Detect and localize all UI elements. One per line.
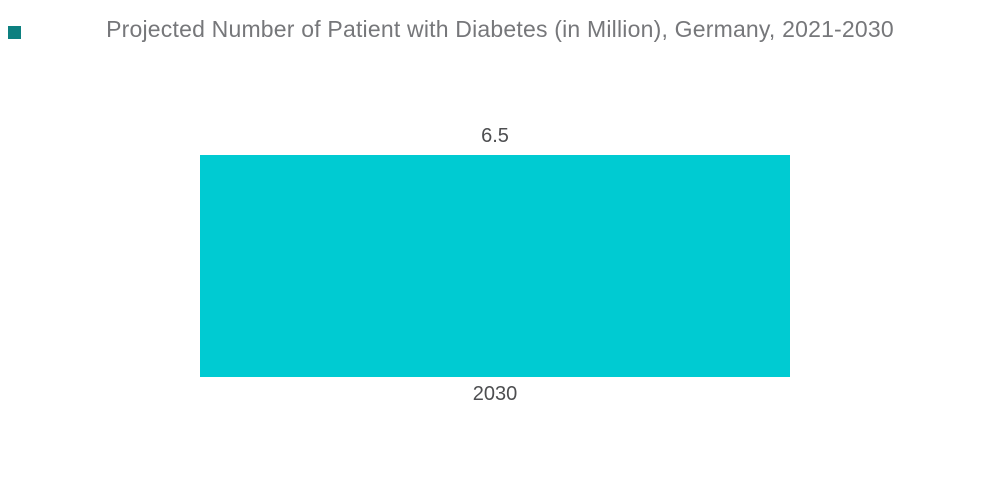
x-axis-category-label: 2030 [472,383,518,405]
bar-value-label: 6.5 [481,125,509,147]
chart-title: Projected Number of Patient with Diabete… [106,16,894,42]
plot-area [200,155,790,377]
bar-2030 [200,155,790,377]
brand-square-icon [8,26,21,39]
